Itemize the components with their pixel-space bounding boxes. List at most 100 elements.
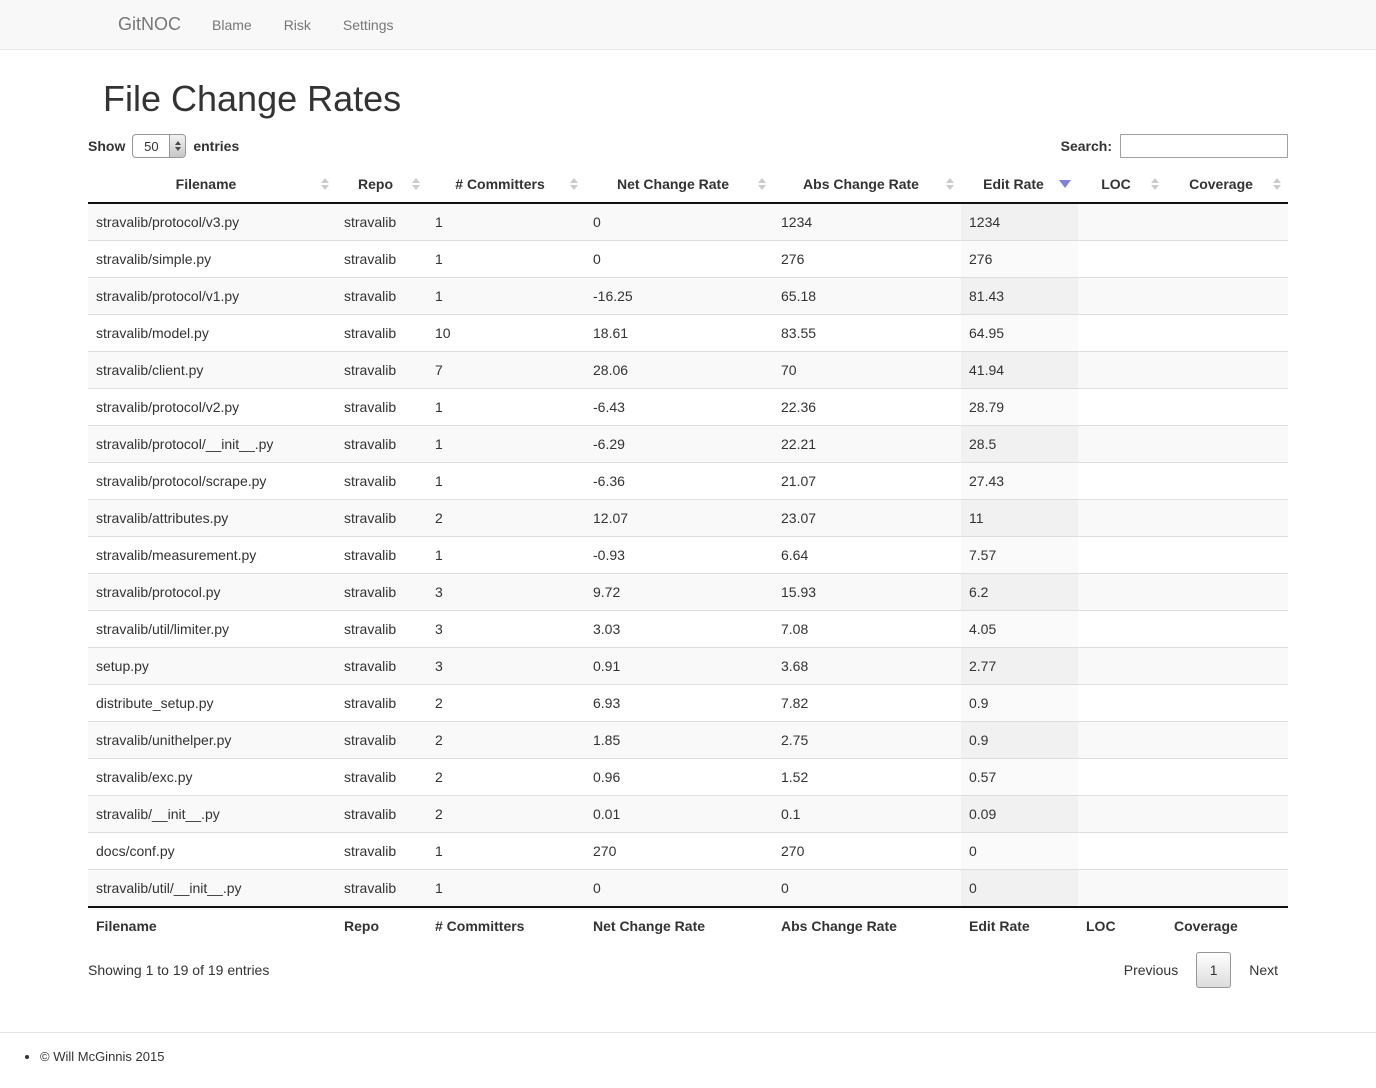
cell-abs-change-rate: 70 bbox=[773, 351, 961, 389]
cell-net-change-rate: 0 bbox=[585, 240, 773, 278]
cell-filename: stravalib/unithelper.py bbox=[88, 721, 336, 759]
cell-filename: stravalib/util/__init__.py bbox=[88, 869, 336, 907]
footer-header-edit-rate: Edit Rate bbox=[961, 906, 1078, 942]
cell-filename: stravalib/protocol/__init__.py bbox=[88, 425, 336, 463]
search-input[interactable] bbox=[1120, 134, 1288, 158]
column-header-committers[interactable]: # Committers bbox=[427, 166, 585, 204]
sort-both-icon bbox=[321, 178, 329, 190]
cell-abs-change-rate: 270 bbox=[773, 832, 961, 870]
cell-coverage bbox=[1166, 240, 1288, 278]
cell-net-change-rate: 28.06 bbox=[585, 351, 773, 389]
cell-filename: stravalib/protocol/v2.py bbox=[88, 388, 336, 426]
previous-page-button[interactable]: Previous bbox=[1123, 962, 1179, 978]
brand-link[interactable]: GitNOC bbox=[118, 14, 181, 34]
cell-loc bbox=[1078, 610, 1166, 648]
sort-both-icon bbox=[570, 178, 578, 190]
cell-filename: stravalib/protocol/scrape.py bbox=[88, 462, 336, 500]
cell-abs-change-rate: 15.93 bbox=[773, 573, 961, 611]
cell-coverage bbox=[1166, 536, 1288, 574]
sort-desc-icon bbox=[1059, 180, 1071, 188]
cell-abs-change-rate: 22.36 bbox=[773, 388, 961, 426]
cell-repo: stravalib bbox=[336, 314, 427, 352]
nav-item-settings[interactable]: Settings bbox=[342, 16, 394, 33]
cell-filename: stravalib/__init__.py bbox=[88, 795, 336, 833]
cell-repo: stravalib bbox=[336, 536, 427, 574]
search-control: Search: bbox=[1061, 134, 1288, 158]
cell-abs-change-rate: 21.07 bbox=[773, 462, 961, 500]
column-header-loc[interactable]: LOC bbox=[1078, 166, 1166, 204]
cell-net-change-rate: 9.72 bbox=[585, 573, 773, 611]
footer-list: © Will McGinnis 2015 bbox=[0, 1049, 1376, 1064]
sort-both-icon bbox=[946, 178, 954, 190]
cell-edit-rate: 4.05 bbox=[961, 610, 1078, 648]
cell-coverage bbox=[1166, 314, 1288, 352]
cell-committers: 1 bbox=[427, 462, 585, 500]
cell-loc bbox=[1078, 499, 1166, 537]
cell-coverage bbox=[1166, 721, 1288, 759]
cell-repo: stravalib bbox=[336, 832, 427, 870]
navbar: GitNOC Blame Risk Settings bbox=[0, 0, 1376, 50]
cell-repo: stravalib bbox=[336, 610, 427, 648]
cell-edit-rate: 41.94 bbox=[961, 351, 1078, 389]
footer-header-loc: LOC bbox=[1078, 906, 1166, 942]
cell-filename: stravalib/simple.py bbox=[88, 240, 336, 278]
cell-repo: stravalib bbox=[336, 277, 427, 315]
footer-header-repo: Repo bbox=[336, 906, 427, 942]
nav-item-blame[interactable]: Blame bbox=[212, 16, 252, 33]
column-header-edit-rate[interactable]: Edit Rate bbox=[961, 166, 1078, 204]
cell-repo: stravalib bbox=[336, 721, 427, 759]
cell-loc bbox=[1078, 277, 1166, 315]
cell-abs-change-rate: 65.18 bbox=[773, 277, 961, 315]
cell-edit-rate: 6.2 bbox=[961, 573, 1078, 611]
length-control: Show 50 entries bbox=[88, 134, 239, 158]
cell-committers: 1 bbox=[435, 214, 443, 230]
cell-loc bbox=[1078, 388, 1166, 426]
cell-committers: 2 bbox=[427, 758, 585, 796]
cell-coverage bbox=[1166, 277, 1288, 315]
table-row: stravalib/protocol/v2.py stravalib 1 -6.43 2… bbox=[88, 388, 1288, 426]
cell-repo: stravalib bbox=[336, 425, 427, 463]
cell-coverage bbox=[1166, 388, 1288, 426]
page-length-select[interactable]: 50 bbox=[132, 134, 187, 158]
cell-loc bbox=[1078, 462, 1166, 500]
page-1-button[interactable]: 1 bbox=[1196, 952, 1232, 988]
cell-coverage bbox=[1166, 573, 1288, 611]
next-page-button[interactable]: Next bbox=[1249, 962, 1278, 978]
cell-committers: 1 bbox=[427, 869, 585, 907]
column-header-repo[interactable]: Repo bbox=[336, 166, 427, 204]
nav-item-risk[interactable]: Risk bbox=[283, 16, 311, 33]
cell-net-change-rate: 0.91 bbox=[585, 647, 773, 685]
column-header-net-change-rate[interactable]: Net Change Rate bbox=[585, 166, 773, 204]
cell-committers: 3 bbox=[427, 647, 585, 685]
cell-net-change-rate: 270 bbox=[585, 832, 773, 870]
cell-committers: 1 bbox=[427, 832, 585, 870]
cell-abs-change-rate: 1.52 bbox=[773, 758, 961, 796]
page-length-value: 50 bbox=[144, 138, 159, 154]
table-row: distribute_setup.py stravalib 2 6.93 7.82 0.9 bbox=[88, 684, 1288, 722]
cell-committers: 2 bbox=[427, 795, 585, 833]
table-info-row: Showing 1 to 19 of 19 entries Previous 1… bbox=[88, 942, 1288, 988]
cell-abs-change-rate: 1234 bbox=[781, 214, 813, 230]
cell-committers: 10 bbox=[427, 314, 585, 352]
column-header-abs-change-rate[interactable]: Abs Change Rate bbox=[773, 166, 961, 204]
cell-edit-rate: 0.9 bbox=[961, 684, 1078, 722]
cell-edit-rate: 11 bbox=[961, 499, 1078, 537]
cell-net-change-rate: 0 bbox=[593, 214, 601, 230]
column-header-coverage[interactable]: Coverage bbox=[1166, 166, 1288, 204]
table-row: stravalib/attributes.py stravalib 2 12.07 23… bbox=[88, 499, 1288, 537]
cell-edit-rate: 0.57 bbox=[961, 758, 1078, 796]
pagination: Previous 1 Next bbox=[1114, 952, 1288, 988]
table-row: stravalib/util/__init__.py stravalib 1 0 0 0 bbox=[88, 869, 1288, 907]
cell-repo: stravalib bbox=[336, 240, 427, 278]
cell-filename: docs/conf.py bbox=[88, 832, 336, 870]
column-header-filename[interactable]: Filename bbox=[88, 166, 336, 204]
cell-edit-rate: 0 bbox=[961, 832, 1078, 870]
cell-edit-rate: 276 bbox=[961, 240, 1078, 278]
cell-filename: stravalib/protocol.py bbox=[88, 573, 336, 611]
cell-coverage bbox=[1166, 203, 1288, 241]
cell-loc bbox=[1078, 203, 1166, 241]
table-foot: Filename Repo # Committers Net Change Rate A… bbox=[88, 906, 1288, 942]
cell-edit-rate: 28.79 bbox=[961, 388, 1078, 426]
cell-edit-rate: 81.43 bbox=[961, 277, 1078, 315]
cell-committers: 2 bbox=[427, 684, 585, 722]
